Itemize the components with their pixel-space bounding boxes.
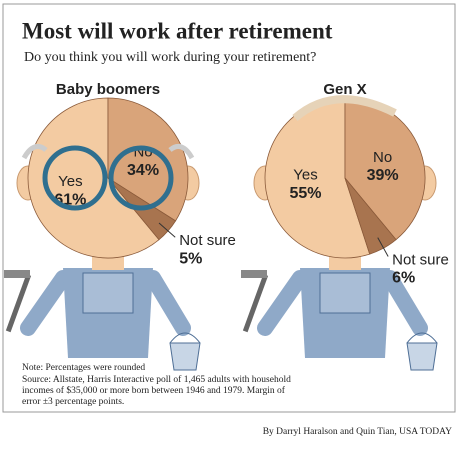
glasses-lens (108, 145, 174, 211)
slice-category: Not sure (179, 232, 236, 249)
bucket (406, 342, 438, 371)
bucket-handle (406, 332, 438, 344)
source-line: incomes of $35,000 or more born between … (22, 385, 286, 396)
note: Note: Percentages were rounded (22, 363, 145, 373)
slice-value: 39% (367, 167, 399, 184)
arm (257, 270, 308, 336)
bib (319, 272, 371, 314)
hammer-handle (242, 274, 269, 333)
chart-title: Baby boomers (56, 81, 160, 98)
slice-value: 6% (392, 270, 415, 287)
source-line: Source: Allstate, Harris Interactive pol… (22, 374, 291, 385)
glasses-lens (42, 145, 108, 211)
subtitle: Do you think you will work during your r… (24, 50, 316, 65)
title: Most will work after retirement (22, 18, 333, 43)
hair (21, 143, 195, 160)
hammer-head (4, 270, 30, 278)
pie-slice (27, 97, 160, 259)
leader-line (158, 222, 176, 238)
bucket-handle (169, 332, 201, 344)
slice-value: 5% (179, 250, 202, 267)
slice-category: Yes (58, 173, 82, 190)
arm (145, 270, 191, 336)
slice-category: Not sure (392, 251, 449, 268)
chart-title: Gen X (323, 81, 366, 98)
hammer-head (241, 270, 267, 278)
arm (382, 270, 428, 336)
slice-value: 55% (289, 185, 321, 202)
hair (292, 95, 397, 122)
source-line: error ±3 percentage points. (22, 397, 124, 407)
bib (82, 272, 134, 314)
credit: By Darryl Haralson and Quin Tian, USA TO… (263, 427, 452, 437)
arm (20, 270, 71, 336)
hammer-handle (5, 274, 32, 333)
leader-line (377, 237, 389, 257)
bucket (169, 342, 201, 371)
slice-category: Yes (293, 167, 317, 184)
slice-category: No (373, 149, 392, 166)
slice-value: 34% (127, 162, 159, 179)
